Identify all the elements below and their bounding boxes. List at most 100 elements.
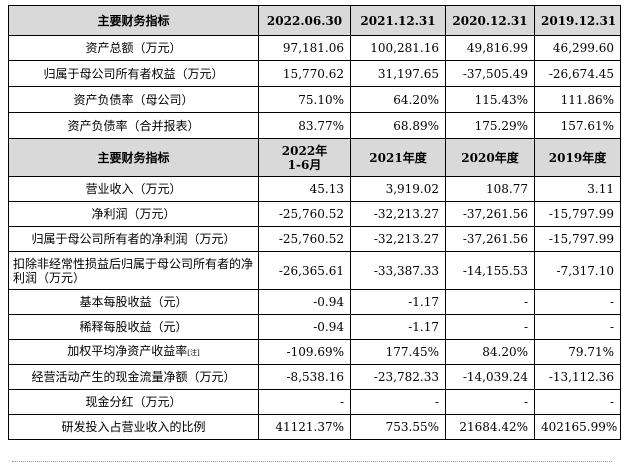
cell-value: -1.17 [351, 290, 446, 315]
cell-value: - [446, 290, 535, 315]
header-period-line1: 2022年 [265, 144, 344, 158]
header-cell: 主要财务指标 [9, 6, 259, 36]
cell-value: 100,281.16 [351, 36, 446, 61]
cell-value: - [535, 315, 621, 340]
row-label: 现金分红（万元） [9, 390, 259, 415]
cell-value: - [535, 290, 621, 315]
cell-value: - [446, 390, 535, 415]
row-label: 经营活动产生的现金流量净额（万元） [9, 365, 259, 390]
cell-value: 97,181.06 [259, 36, 351, 61]
cell-value: 3,919.02 [351, 177, 446, 202]
cell-value: 45.13 [259, 177, 351, 202]
cell-value: -25,760.52 [259, 202, 351, 227]
cell-value: 21684.42% [446, 415, 535, 440]
cell-value: -33,387.33 [351, 252, 446, 290]
cell-value: - [351, 390, 446, 415]
cell-value: -23,782.33 [351, 365, 446, 390]
cell-value: 157.61% [535, 113, 621, 139]
cell-value: -0.94 [259, 315, 351, 340]
row-label: 资产负债率（母公司） [9, 87, 259, 113]
cell-value: 175.29% [446, 113, 535, 139]
cell-value: 111.86% [535, 87, 621, 113]
cell-value: 46,299.60 [535, 36, 621, 61]
page-cut-edge [12, 461, 612, 466]
cell-value: 83.77% [259, 113, 351, 139]
cell-value: -109.69% [259, 340, 351, 365]
financial-table-container: 主要财务指标 2022.06.30 2021.12.31 2020.12.31 … [8, 5, 620, 440]
row-label: 加权平均净资产收益率 [67, 344, 187, 358]
cell-value: 75.10% [259, 87, 351, 113]
cell-value: 31,197.65 [351, 61, 446, 87]
table-row: 研发投入占营业收入的比例 41121.37% 753.55% 21684.42%… [9, 415, 621, 440]
cell-value: -25,760.52 [259, 227, 351, 252]
cell-value: -0.94 [259, 290, 351, 315]
table-row: 资产总额（万元） 97,181.06 100,281.16 49,816.99 … [9, 36, 621, 61]
row-label: 归属于母公司所有者权益（万元） [9, 61, 259, 87]
cell-value: 68.89% [351, 113, 446, 139]
cell-value: - [535, 390, 621, 415]
row-label: 扣除非经常性损益后归属于母公司所有者的净利润（万元） [9, 252, 259, 290]
cell-value: -15,797.99 [535, 202, 621, 227]
cell-value: -37,261.56 [446, 202, 535, 227]
table-row: 资产负债率（合并报表） 83.77% 68.89% 175.29% 157.61… [9, 113, 621, 139]
cell-value: 41121.37% [259, 415, 351, 440]
cell-value: -14,155.53 [446, 252, 535, 290]
header-period-line2: 1-6月 [265, 158, 344, 172]
cell-value: 15,770.62 [259, 61, 351, 87]
cell-value: -1.17 [351, 315, 446, 340]
header-row-balance: 主要财务指标 2022.06.30 2021.12.31 2020.12.31 … [9, 6, 621, 36]
table-row: 经营活动产生的现金流量净额（万元） -8,538.16 -23,782.33 -… [9, 365, 621, 390]
header-row-income: 主要财务指标 2022年 1-6月 2021年度 2020年度 2019年度 [9, 139, 621, 177]
cell-value: -13,112.36 [535, 365, 621, 390]
table-row: 基本每股收益（元） -0.94 -1.17 - - [9, 290, 621, 315]
header-cell-period: 2022年 1-6月 [259, 139, 351, 177]
cell-value: -37,261.56 [446, 227, 535, 252]
row-label: 基本每股收益（元） [9, 290, 259, 315]
row-label: 归属于母公司所有者的净利润（万元） [9, 227, 259, 252]
header-cell: 2019年度 [535, 139, 621, 177]
cell-value: 84.20% [446, 340, 535, 365]
row-label-with-note: 加权平均净资产收益率[注] [9, 340, 259, 365]
row-label: 研发投入占营业收入的比例 [9, 415, 259, 440]
cell-value: - [446, 315, 535, 340]
table-row: 扣除非经常性损益后归属于母公司所有者的净利润（万元） -26,365.61 -3… [9, 252, 621, 290]
cell-value: 79.71% [535, 340, 621, 365]
cell-value: 108.77 [446, 177, 535, 202]
cell-value: -26,365.61 [259, 252, 351, 290]
cell-value: 177.45% [351, 340, 446, 365]
financial-indicators-table: 主要财务指标 2022.06.30 2021.12.31 2020.12.31 … [8, 5, 621, 440]
header-cell: 主要财务指标 [9, 139, 259, 177]
cell-value: 115.43% [446, 87, 535, 113]
cell-value: 753.55% [351, 415, 446, 440]
table-row: 稀释每股收益（元） -0.94 -1.17 - - [9, 315, 621, 340]
table-row: 营业收入（万元） 45.13 3,919.02 108.77 3.11 [9, 177, 621, 202]
header-cell: 2020.12.31 [446, 6, 535, 36]
row-label: 稀释每股收益（元） [9, 315, 259, 340]
cell-value: - [259, 390, 351, 415]
table-row: 净利润（万元） -25,760.52 -32,213.27 -37,261.56… [9, 202, 621, 227]
row-label: 营业收入（万元） [9, 177, 259, 202]
cell-value: 402165.99% [535, 415, 621, 440]
table-row: 加权平均净资产收益率[注] -109.69% 177.45% 84.20% 79… [9, 340, 621, 365]
cell-value: -15,797.99 [535, 227, 621, 252]
cell-value: 3.11 [535, 177, 621, 202]
cell-value: 49,816.99 [446, 36, 535, 61]
footnote-marker: [注] [187, 349, 199, 357]
header-cell: 2021.12.31 [351, 6, 446, 36]
cell-value: -7,317.10 [535, 252, 621, 290]
table-row: 现金分红（万元） - - - - [9, 390, 621, 415]
table-row: 资产负债率（母公司） 75.10% 64.20% 115.43% 111.86% [9, 87, 621, 113]
table-row: 归属于母公司所有者权益（万元） 15,770.62 31,197.65 -37,… [9, 61, 621, 87]
header-cell: 2019.12.31 [535, 6, 621, 36]
row-label: 净利润（万元） [9, 202, 259, 227]
cell-value: -8,538.16 [259, 365, 351, 390]
cell-value: -37,505.49 [446, 61, 535, 87]
cell-value: -26,674.45 [535, 61, 621, 87]
header-cell: 2022.06.30 [259, 6, 351, 36]
table-row: 归属于母公司所有者的净利润（万元） -25,760.52 -32,213.27 … [9, 227, 621, 252]
cell-value: -32,213.27 [351, 227, 446, 252]
header-cell: 2021年度 [351, 139, 446, 177]
cell-value: -32,213.27 [351, 202, 446, 227]
cell-value: 64.20% [351, 87, 446, 113]
header-cell: 2020年度 [446, 139, 535, 177]
